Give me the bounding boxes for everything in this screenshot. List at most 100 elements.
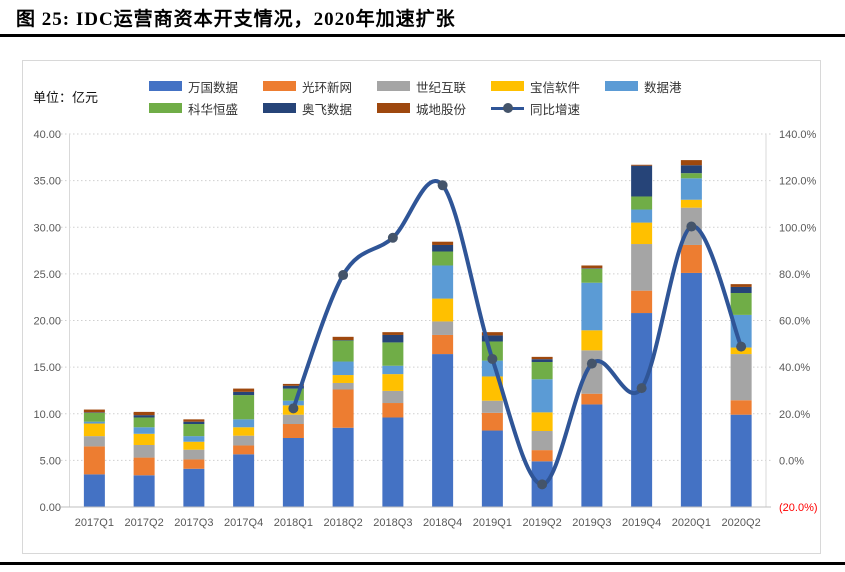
legend-swatch-icon xyxy=(377,81,410,91)
bar-segment-城地股份 xyxy=(282,383,304,386)
x-axis-tick: 2019Q3 xyxy=(572,517,611,529)
bar-segment-光环新网 xyxy=(531,450,553,462)
bar-segment-万国数据 xyxy=(233,454,255,507)
bar-segment-宝信软件 xyxy=(332,375,354,383)
legend-label: 世纪互联 xyxy=(416,80,467,95)
bar-segment-宝信软件 xyxy=(183,441,205,450)
bar-segment-科华恒盛 xyxy=(432,251,454,266)
bar-segment-科华恒盛 xyxy=(382,342,404,366)
legend-label: 万国数据 xyxy=(188,80,239,95)
bottom-rule xyxy=(0,562,845,565)
bar-segment-宝信软件 xyxy=(531,412,553,432)
x-axis-tick: 2017Q1 xyxy=(75,517,114,529)
x-axis-tick: 2017Q3 xyxy=(174,517,213,529)
bar-segment-世纪互联 xyxy=(233,435,255,446)
bar-segment-光环新网 xyxy=(83,446,105,475)
bar-segment-光环新网 xyxy=(680,244,702,273)
legend-item-世纪互联: 世纪互联 xyxy=(377,77,491,96)
left-axis-tick: 0.00 xyxy=(40,502,61,514)
legend-item-宝信软件: 宝信软件 xyxy=(491,77,605,96)
left-axis-tick: 5.00 xyxy=(40,455,61,467)
bar-segment-奥飞数据 xyxy=(183,421,205,425)
bar-segment-光环新网 xyxy=(481,412,503,431)
bar-segment-光环新网 xyxy=(183,459,205,469)
bar-segment-世纪互联 xyxy=(183,449,205,460)
left-axis-tick: 10.00 xyxy=(33,409,61,421)
bar-segment-奥飞数据 xyxy=(133,415,155,418)
yoy-growth-marker xyxy=(437,180,448,191)
bar-segment-万国数据 xyxy=(83,474,105,507)
bar-segment-科华恒盛 xyxy=(730,292,752,315)
bar-segment-光环新网 xyxy=(332,389,354,428)
bar-segment-城地股份 xyxy=(531,356,553,360)
bar-segment-奥飞数据 xyxy=(282,385,304,389)
left-axis-tick: 20.00 xyxy=(33,316,61,328)
legend-item-科华恒盛: 科华恒盛 xyxy=(149,99,263,118)
bar-segment-光环新网 xyxy=(631,290,653,314)
yoy-growth-marker xyxy=(387,232,398,243)
bar-segment-数据港 xyxy=(730,314,752,348)
x-axis-tick: 2020Q2 xyxy=(722,517,761,529)
bar-segment-万国数据 xyxy=(382,417,404,507)
legend-item-数据港: 数据港 xyxy=(605,77,719,96)
left-axis-tick: 35.00 xyxy=(33,176,61,188)
legend-row: 科华恒盛 奥飞数据 城地股份 同比增速 xyxy=(149,97,719,119)
legend-label: 同比增速 xyxy=(530,102,581,117)
bar-segment-光环新网 xyxy=(282,424,304,438)
bar-segment-万国数据 xyxy=(631,313,653,507)
bar-segment-科华恒盛 xyxy=(332,340,354,362)
right-axis-tick: 100.0% xyxy=(779,222,817,234)
bar-segment-世纪互联 xyxy=(83,436,105,447)
bar-segment-万国数据 xyxy=(432,354,454,507)
bar-segment-城地股份 xyxy=(581,265,603,269)
bar-segment-数据港 xyxy=(432,265,454,299)
legend-label: 城地股份 xyxy=(416,102,467,117)
legend-label: 数据港 xyxy=(644,80,682,95)
bar-segment-万国数据 xyxy=(332,427,354,507)
bar-segment-万国数据 xyxy=(581,404,603,507)
x-axis-tick: 2019Q1 xyxy=(473,517,512,529)
bar-segment-宝信软件 xyxy=(382,374,404,391)
right-axis-tick: 140.0% xyxy=(779,129,817,141)
bar-segment-奥飞数据 xyxy=(83,412,105,413)
bar-segment-宝信软件 xyxy=(133,433,155,445)
bar-segment-奥飞数据 xyxy=(631,165,653,197)
legend-label: 奥飞数据 xyxy=(302,102,353,117)
bar-segment-奥飞数据 xyxy=(481,335,503,342)
x-axis-tick: 2017Q4 xyxy=(224,517,263,529)
bar-segment-万国数据 xyxy=(481,430,503,507)
bar-segment-数据港 xyxy=(531,379,553,413)
bar-segment-数据港 xyxy=(83,421,105,424)
bar-segment-科华恒盛 xyxy=(581,268,603,283)
x-axis-tick: 2019Q2 xyxy=(523,517,562,529)
legend-swatch-icon xyxy=(377,103,410,113)
bar-segment-万国数据 xyxy=(183,468,205,507)
bar-segment-世纪互联 xyxy=(133,444,155,458)
bar-segment-世纪互联 xyxy=(631,244,653,291)
bar-segment-科华恒盛 xyxy=(133,417,155,428)
bar-segment-奥飞数据 xyxy=(432,244,454,252)
bar-segment-城地股份 xyxy=(631,164,653,166)
yoy-growth-line xyxy=(291,179,744,487)
bar-segment-世纪互联 xyxy=(332,382,354,390)
legend-label: 科华恒盛 xyxy=(188,102,239,117)
bar-segment-数据港 xyxy=(183,436,205,442)
bar-segment-城地股份 xyxy=(133,411,155,416)
right-axis-tick: 120.0% xyxy=(779,176,817,188)
bar-segment-万国数据 xyxy=(282,437,304,507)
bar-segment-光环新网 xyxy=(581,393,603,405)
bar-segment-科华恒盛 xyxy=(183,424,205,437)
left-axis-tick: 15.00 xyxy=(33,362,61,374)
right-axis-tick: 40.0% xyxy=(779,362,810,374)
bar-segment-奥飞数据 xyxy=(531,359,553,362)
bar-segment-城地股份 xyxy=(233,388,255,392)
bar-segment-宝信软件 xyxy=(581,330,603,351)
bar-segment-城地股份 xyxy=(83,409,105,413)
yoy-growth-marker xyxy=(636,383,647,394)
title-rule xyxy=(0,34,845,37)
bar-segment-城地股份 xyxy=(680,160,702,166)
bar-segment-光环新网 xyxy=(233,445,255,455)
legend-item-光环新网: 光环新网 xyxy=(263,77,377,96)
bar-segment-数据港 xyxy=(382,365,404,375)
